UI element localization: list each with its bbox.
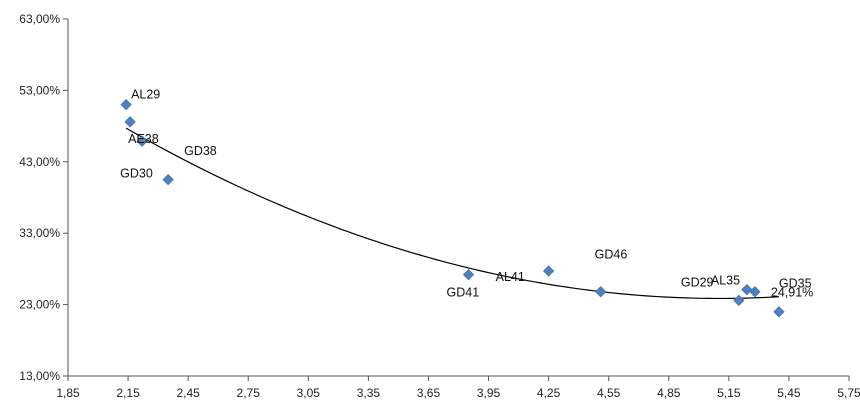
x-axis-ticks: 1,85 2,15 2,45 2,75 3,05 3,35 3,65 3,95 4,25 4,55… bbox=[56, 376, 860, 400]
point-label: 24,91% bbox=[771, 286, 813, 300]
x-tick-label: 3,35 bbox=[357, 386, 381, 400]
x-tick-label: 2,45 bbox=[176, 386, 200, 400]
x-tick-label: 5,15 bbox=[717, 386, 741, 400]
x-tick-label: 4,25 bbox=[537, 386, 561, 400]
data-point bbox=[120, 99, 132, 111]
data-point bbox=[136, 135, 148, 147]
point-label: GD35 bbox=[779, 277, 812, 291]
y-axis-ticks: 13,00% 23,00% 33,00% 43,00% 53,00% 63,00% bbox=[19, 12, 68, 383]
x-tick-label: 3,95 bbox=[477, 386, 501, 400]
trendline bbox=[125, 127, 779, 300]
data-point bbox=[741, 283, 753, 296]
point-label: GD41 bbox=[447, 286, 480, 300]
y-tick-label: 63,00% bbox=[19, 12, 60, 26]
y-tick-label: 53,00% bbox=[19, 83, 60, 97]
point-label: GD38 bbox=[184, 144, 217, 158]
point-label: GD29 bbox=[681, 275, 714, 289]
point-label: AL35 bbox=[711, 274, 740, 288]
data-points bbox=[120, 99, 785, 318]
x-tick-label: 5,45 bbox=[777, 386, 801, 400]
data-point bbox=[773, 306, 785, 318]
point-label: AL41 bbox=[496, 270, 525, 284]
y-tick-label: 33,00% bbox=[19, 226, 60, 240]
x-tick-label: 2,75 bbox=[237, 386, 261, 400]
y-tick-label: 23,00% bbox=[19, 298, 60, 312]
data-point bbox=[162, 174, 174, 186]
data-point bbox=[595, 286, 607, 298]
point-label: GD46 bbox=[595, 248, 628, 262]
x-tick-label: 3,65 bbox=[417, 386, 441, 400]
y-tick-label: 43,00% bbox=[19, 155, 60, 169]
point-label: AE38 bbox=[128, 132, 159, 146]
x-tick-label: 3,05 bbox=[297, 386, 321, 400]
y-tick-label: 13,00% bbox=[19, 369, 60, 383]
x-tick-label: 4,85 bbox=[657, 386, 681, 400]
x-tick-label: 4,55 bbox=[597, 386, 621, 400]
data-point bbox=[542, 265, 555, 277]
data-point bbox=[462, 268, 475, 281]
point-label: AL29 bbox=[131, 88, 160, 102]
data-point bbox=[124, 116, 136, 128]
data-point bbox=[749, 286, 761, 298]
x-tick-label: 2,15 bbox=[116, 386, 140, 400]
point-label: GD30 bbox=[120, 167, 153, 181]
x-tick-label: 5,75 bbox=[837, 386, 860, 400]
x-tick-label: 1,85 bbox=[56, 386, 80, 400]
data-point bbox=[733, 294, 745, 306]
